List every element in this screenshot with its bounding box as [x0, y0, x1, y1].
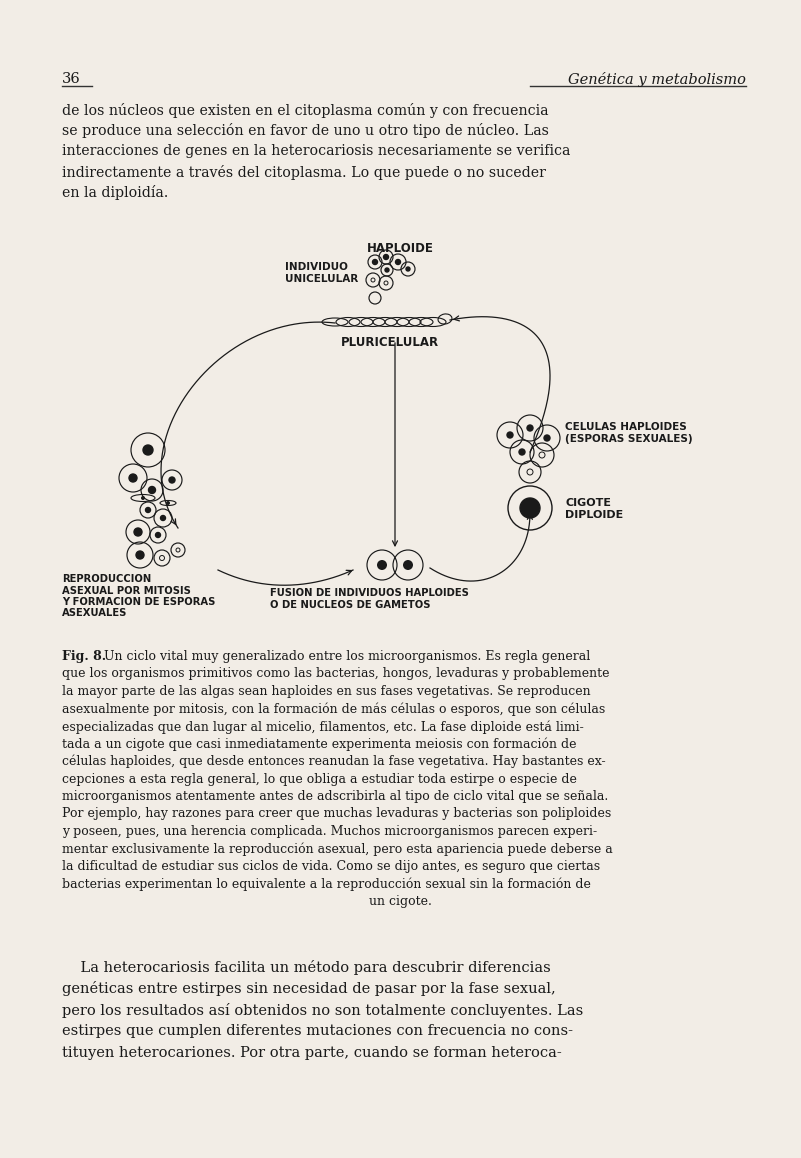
- Text: REPRODUCCION: REPRODUCCION: [62, 574, 151, 584]
- Text: cepciones a esta regla general, lo que obliga a estudiar toda estirpe o especie : cepciones a esta regla general, lo que o…: [62, 772, 577, 785]
- Circle shape: [134, 528, 142, 536]
- Text: la dificultad de estudiar sus ciclos de vida. Como se dijo antes, es seguro que : la dificultad de estudiar sus ciclos de …: [62, 860, 600, 873]
- Text: genéticas entre estirpes sin necesidad de pasar por la fase sexual,: genéticas entre estirpes sin necesidad d…: [62, 982, 556, 997]
- Circle shape: [148, 486, 155, 493]
- Text: mentar exclusivamente la reproducción asexual, pero esta apariencia puede debers: mentar exclusivamente la reproducción as…: [62, 843, 613, 856]
- Text: interacciones de genes en la heterocariosis necesariamente se verifica: interacciones de genes en la heterocario…: [62, 144, 570, 157]
- Text: Por ejemplo, hay razones para creer que muchas levaduras y bacterias son poliplo: Por ejemplo, hay razones para creer que …: [62, 807, 611, 821]
- Circle shape: [396, 259, 400, 264]
- Text: estirpes que cumplen diferentes mutaciones con frecuencia no cons-: estirpes que cumplen diferentes mutacion…: [62, 1025, 573, 1039]
- Circle shape: [372, 259, 377, 264]
- Text: CELULAS HAPLOIDES: CELULAS HAPLOIDES: [565, 422, 686, 432]
- Circle shape: [377, 560, 387, 570]
- Text: HAPLOIDE: HAPLOIDE: [367, 242, 433, 255]
- Circle shape: [385, 267, 389, 272]
- Text: asexualmente por mitosis, con la formación de más células o esporos, que son cél: asexualmente por mitosis, con la formaci…: [62, 703, 606, 716]
- Circle shape: [169, 477, 175, 483]
- Circle shape: [155, 533, 160, 537]
- Text: INDIVIDUO: INDIVIDUO: [285, 262, 348, 272]
- Text: Fig. 8.: Fig. 8.: [62, 650, 106, 664]
- Circle shape: [519, 449, 525, 455]
- Text: tituyen heterocariones. Por otra parte, cuando se forman heteroca-: tituyen heterocariones. Por otra parte, …: [62, 1046, 562, 1060]
- Text: CIGOTE: CIGOTE: [565, 498, 611, 508]
- Circle shape: [143, 445, 153, 455]
- Text: indirectamente a través del citoplasma. Lo que puede o no suceder: indirectamente a través del citoplasma. …: [62, 164, 545, 179]
- Circle shape: [403, 560, 413, 570]
- Circle shape: [166, 501, 170, 505]
- Text: la mayor parte de las algas sean haploides en sus fases vegetativas. Se reproduc: la mayor parte de las algas sean haploid…: [62, 686, 590, 698]
- Text: La heterocariosis facilita un método para descubrir diferencias: La heterocariosis facilita un método par…: [62, 960, 551, 975]
- Text: Genética y metabolismo: Genética y metabolismo: [568, 72, 746, 87]
- Circle shape: [384, 255, 388, 259]
- Text: tada a un cigote que casi inmediatamente experimenta meiosis con formación de: tada a un cigote que casi inmediatamente…: [62, 738, 577, 752]
- Circle shape: [129, 474, 137, 482]
- Text: Un ciclo vital muy generalizado entre los microorganismos. Es regla general: Un ciclo vital muy generalizado entre lo…: [104, 650, 590, 664]
- Text: ASEXUAL POR MITOSIS: ASEXUAL POR MITOSIS: [62, 586, 191, 595]
- Text: DIPLOIDE: DIPLOIDE: [565, 510, 623, 520]
- Text: bacterias experimentan lo equivalente a la reproducción sexual sin la formación : bacterias experimentan lo equivalente a …: [62, 878, 591, 891]
- Text: microorganismos atentamente antes de adscribirla al tipo de ciclo vital que se s: microorganismos atentamente antes de ads…: [62, 790, 608, 802]
- Text: PLURICELULAR: PLURICELULAR: [341, 336, 439, 349]
- Text: 36: 36: [62, 72, 81, 86]
- Text: en la diploidía.: en la diploidía.: [62, 185, 168, 200]
- Text: de los núcleos que existen en el citoplasma común y con frecuencia: de los núcleos que existen en el citopla…: [62, 103, 549, 118]
- Text: FUSION DE INDIVIDUOS HAPLOIDES: FUSION DE INDIVIDUOS HAPLOIDES: [270, 588, 469, 598]
- Circle shape: [160, 515, 166, 520]
- Circle shape: [146, 507, 151, 513]
- Circle shape: [507, 432, 513, 438]
- Text: Y FORMACION DE ESPORAS: Y FORMACION DE ESPORAS: [62, 598, 215, 607]
- Text: se produce una selección en favor de uno u otro tipo de núcleo. Las: se produce una selección en favor de uno…: [62, 124, 549, 139]
- Text: que los organismos primitivos como las bacterias, hongos, levaduras y probableme: que los organismos primitivos como las b…: [62, 667, 610, 681]
- Text: especializadas que dan lugar al micelio, filamentos, etc. La fase diploide está : especializadas que dan lugar al micelio,…: [62, 720, 584, 733]
- Text: pero los resultados así obtenidos no son totalmente concluyentes. Las: pero los resultados así obtenidos no son…: [62, 1003, 583, 1018]
- Circle shape: [527, 425, 533, 431]
- Circle shape: [406, 267, 410, 271]
- Text: UNICELULAR: UNICELULAR: [285, 274, 358, 284]
- Text: O DE NUCLEOS DE GAMETOS: O DE NUCLEOS DE GAMETOS: [270, 600, 430, 610]
- Text: un cigote.: un cigote.: [368, 895, 432, 908]
- Circle shape: [141, 496, 145, 500]
- Text: (ESPORAS SEXUALES): (ESPORAS SEXUALES): [565, 434, 693, 444]
- Text: ASEXUALES: ASEXUALES: [62, 608, 127, 618]
- Circle shape: [544, 435, 550, 441]
- Circle shape: [136, 551, 144, 559]
- Circle shape: [520, 498, 540, 518]
- Text: y poseen, pues, una herencia complicada. Muchos microorganismos parecen experi-: y poseen, pues, una herencia complicada.…: [62, 824, 597, 838]
- Text: células haploides, que desde entonces reanudan la fase vegetativa. Hay bastantes: células haploides, que desde entonces re…: [62, 755, 606, 769]
